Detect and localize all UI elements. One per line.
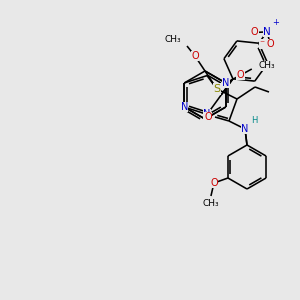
Text: S: S	[213, 84, 220, 94]
Text: O: O	[204, 112, 212, 122]
Text: CH₃: CH₃	[259, 61, 275, 70]
Text: O: O	[267, 39, 274, 49]
Text: O: O	[250, 28, 258, 38]
Text: H: H	[251, 116, 257, 125]
Text: +: +	[272, 18, 279, 27]
Text: N: N	[203, 110, 211, 119]
Text: O: O	[191, 51, 199, 61]
Text: N: N	[222, 78, 230, 88]
Text: N: N	[181, 102, 188, 112]
Text: N: N	[241, 124, 249, 134]
Text: N: N	[263, 27, 271, 37]
Text: CH₃: CH₃	[202, 199, 219, 208]
Text: O: O	[237, 70, 244, 80]
Text: O: O	[210, 178, 218, 188]
Text: CH₃: CH₃	[164, 35, 181, 44]
Text: ⁻: ⁻	[259, 39, 264, 49]
